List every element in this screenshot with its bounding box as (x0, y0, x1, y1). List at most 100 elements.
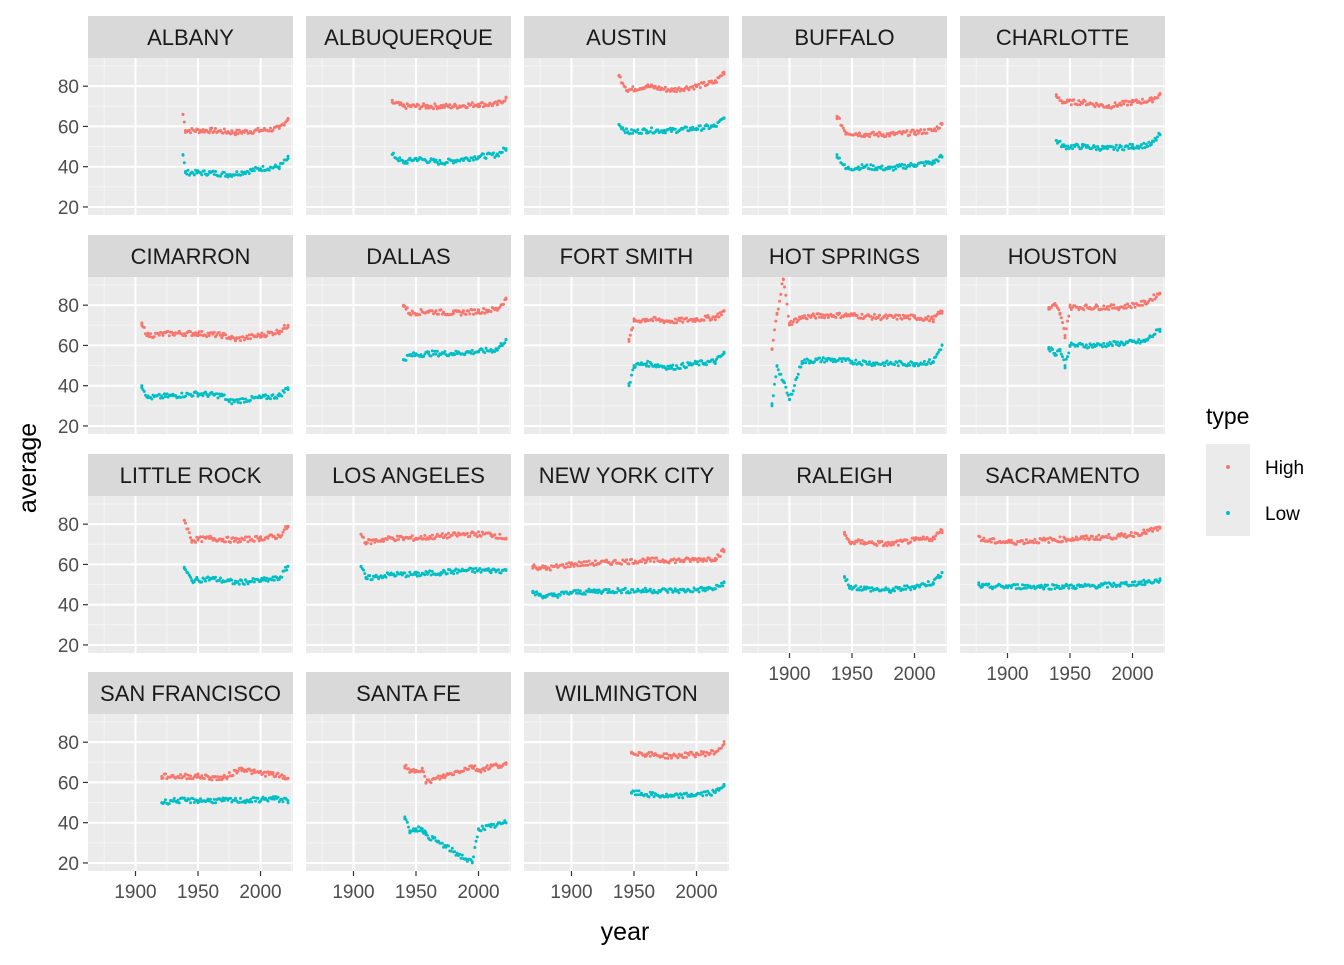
data-point-high (706, 82, 710, 86)
data-point-high (410, 309, 414, 313)
facet-strip (524, 672, 729, 714)
data-point-high (696, 560, 700, 564)
data-point-high (149, 332, 152, 336)
data-point-high (790, 323, 794, 326)
data-point-high (1132, 535, 1136, 539)
data-point-low (940, 343, 944, 347)
data-point-low (713, 587, 717, 591)
data-point-low (240, 170, 244, 174)
data-point-low (424, 570, 428, 573)
facet-strip-label: BUFFALO (794, 25, 894, 50)
data-point-low (1118, 583, 1122, 587)
data-point-low (260, 797, 264, 801)
data-point-high (1117, 308, 1121, 312)
data-point-low (368, 574, 372, 578)
data-point-low (691, 590, 695, 594)
data-point-low (418, 829, 422, 833)
data-point-high (1118, 534, 1122, 538)
data-point-high (702, 750, 706, 754)
data-point-high (884, 313, 888, 317)
data-point-high (931, 536, 935, 540)
data-point-low (1136, 340, 1139, 344)
data-point-low (410, 354, 414, 358)
data-point-high (442, 773, 445, 777)
panel-albuquerque: ALBUQUERQUE (306, 16, 511, 215)
data-point-low (437, 162, 440, 166)
data-point-low (454, 349, 458, 353)
data-point-high (636, 753, 640, 757)
data-point-high (1068, 98, 1072, 102)
data-point-low (895, 361, 899, 364)
data-point-low (799, 365, 803, 369)
data-point-low (1096, 145, 1099, 148)
data-point-high (913, 538, 916, 542)
data-point-low (936, 159, 940, 163)
data-point-high (404, 107, 408, 110)
data-point-low (405, 161, 409, 165)
data-point-low (473, 571, 477, 574)
data-point-high (189, 774, 192, 778)
data-point-high (275, 536, 279, 540)
data-point-low (239, 401, 242, 405)
data-point-low (472, 855, 475, 859)
data-point-low (923, 164, 926, 167)
data-point-low (651, 591, 655, 595)
panel-background (88, 714, 293, 871)
data-point-low (936, 350, 940, 354)
data-point-high (247, 333, 251, 337)
data-point-high (940, 309, 944, 313)
data-point-low (859, 585, 863, 589)
panel-background (306, 58, 511, 215)
data-point-high (1123, 532, 1127, 536)
data-point-low (437, 839, 440, 843)
data-point-low (620, 591, 623, 595)
data-point-high (200, 540, 204, 544)
data-point-high (197, 131, 201, 135)
data-point-low (1058, 139, 1062, 143)
data-point-high (479, 534, 483, 538)
data-point-high (1069, 539, 1073, 543)
data-point-low (195, 171, 199, 175)
data-point-high (722, 740, 726, 744)
data-point-low (403, 817, 407, 821)
data-point-low (703, 790, 707, 794)
data-point-high (1129, 306, 1133, 310)
facet-strip-label: HOUSTON (1008, 244, 1118, 269)
data-point-high (1151, 298, 1154, 302)
data-point-high (672, 557, 676, 561)
data-point-low (668, 126, 672, 130)
facet-strip-label: CHARLOTTE (996, 25, 1129, 50)
data-point-low (489, 348, 493, 351)
data-point-high (1122, 534, 1126, 538)
data-point-high (661, 755, 665, 758)
data-point-high (182, 518, 186, 522)
data-point-high (470, 101, 474, 105)
data-point-low (1127, 147, 1131, 150)
data-point-low (702, 586, 706, 590)
data-point-high (468, 312, 472, 316)
data-point-high (222, 127, 226, 131)
data-point-low (1141, 146, 1144, 150)
data-point-high (1077, 99, 1081, 103)
data-point-low (721, 584, 725, 588)
data-point-low (424, 831, 428, 835)
data-point-high (909, 540, 913, 544)
data-point-high (452, 104, 455, 108)
data-point-high (585, 560, 588, 564)
data-point-high (680, 753, 683, 757)
data-point-low (831, 360, 835, 364)
data-point-high (164, 772, 167, 776)
data-point-low (236, 400, 240, 404)
data-point-high (651, 556, 655, 560)
data-point-high (938, 126, 941, 130)
data-point-high (498, 305, 502, 309)
data-point-low (470, 348, 474, 352)
data-point-high (467, 767, 470, 771)
panel-background (524, 58, 729, 215)
data-point-high (811, 312, 815, 316)
data-point-low (235, 170, 239, 174)
data-point-low (636, 793, 640, 797)
data-point-low (470, 570, 474, 573)
data-point-low (362, 568, 365, 572)
data-point-high (1064, 327, 1068, 331)
